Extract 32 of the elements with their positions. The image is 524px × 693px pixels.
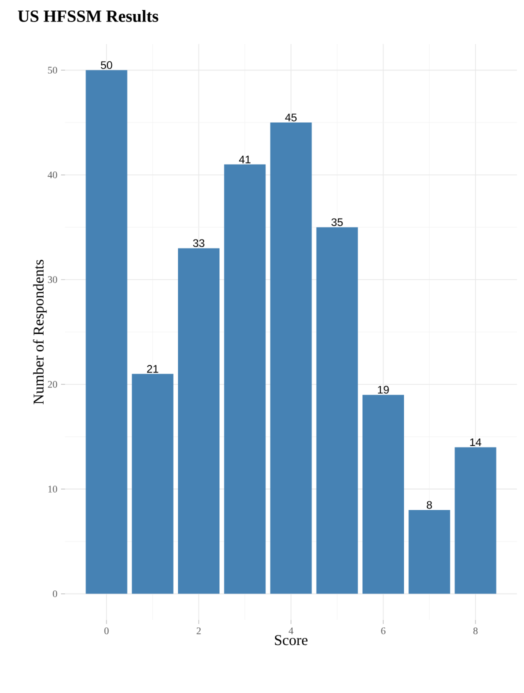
bar	[86, 70, 128, 594]
x-tick-label: 2	[196, 628, 201, 634]
data-label: 50	[100, 61, 112, 69]
bar	[454, 447, 496, 594]
data-label: 14	[470, 438, 482, 446]
bar	[224, 164, 266, 594]
y-axis-title: Number of Respondents	[32, 260, 47, 404]
x-tick-label: 6	[381, 628, 386, 634]
x-tick-label: 0	[104, 628, 109, 634]
data-label: 41	[239, 156, 250, 164]
bar	[408, 510, 450, 594]
chart-title: US HFSSM Results	[18, 10, 158, 22]
bar	[362, 394, 404, 594]
y-tick-label: 10	[48, 486, 58, 492]
x-tick-label: 8	[473, 628, 478, 634]
x-axis-title: Score	[274, 635, 308, 646]
y-tick-label: 0	[52, 590, 58, 598]
data-label: 45	[285, 114, 297, 122]
data-label: 21	[147, 365, 158, 373]
y-tick-label: 50	[48, 66, 58, 74]
data-label: 8	[426, 501, 432, 509]
data-label: 35	[331, 218, 343, 226]
y-tick-label: 30	[48, 276, 58, 283]
bar	[316, 227, 358, 594]
bar	[132, 374, 174, 594]
bar	[178, 248, 220, 594]
data-label: 33	[193, 239, 204, 248]
y-tick-label: 20	[48, 380, 58, 388]
data-label: 19	[378, 386, 389, 394]
bar	[270, 122, 312, 594]
y-tick-label: 40	[48, 172, 58, 178]
x-tick-label: 4	[288, 628, 294, 634]
